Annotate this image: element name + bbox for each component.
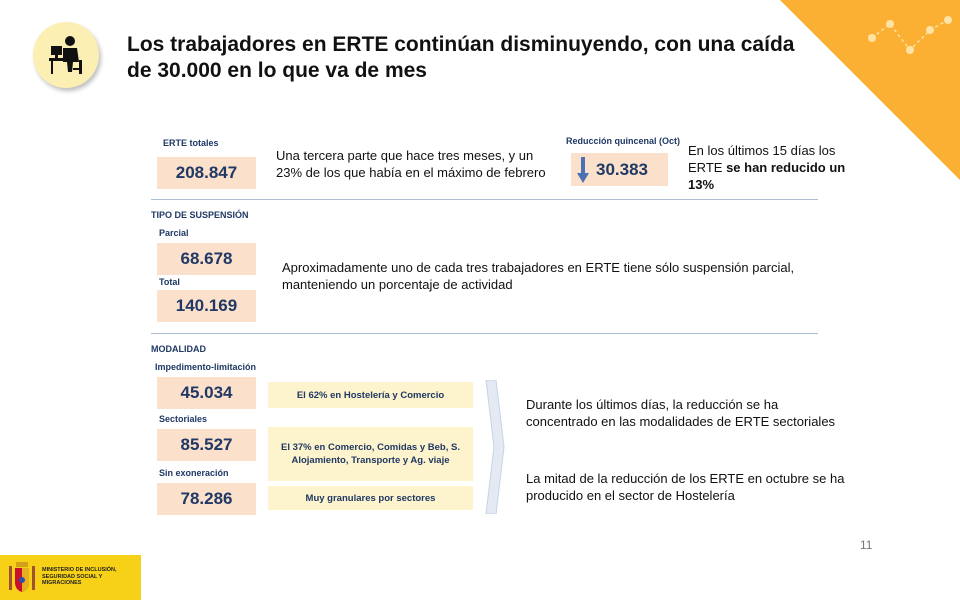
- section-divider: [151, 199, 818, 200]
- modalidad-label-1: Impedimento-limitación: [155, 362, 257, 372]
- modalidad-note-3: Muy granulares por sectores: [268, 486, 473, 510]
- modalidad-value-1: 45.034: [157, 377, 256, 409]
- parcial-label: Parcial: [159, 228, 189, 238]
- modalidad-label-3: Sin exoneración: [159, 468, 229, 478]
- parcial-value: 68.678: [157, 243, 256, 275]
- modalidad-label-2: Sectoriales: [159, 414, 208, 424]
- ministry-logo: MINISTERIO DE INCLUSIÓN, SEGURIDAD SOCIA…: [0, 555, 141, 600]
- reduccion-value-box: 30.383: [571, 153, 668, 186]
- decorative-corner-graphic: [780, 0, 960, 180]
- reduccion-description-plain: En los últimos 15 días los ERTE: [688, 143, 836, 175]
- tipo-suspension-heading: TIPO DE SUSPENSIÓN: [151, 210, 249, 220]
- header-icon-badge: [33, 22, 99, 88]
- coat-of-arms-icon: [9, 562, 35, 592]
- modalidad-description-1: Durante los últimos días, la reducción s…: [526, 397, 836, 429]
- total-value: 140.169: [157, 290, 256, 322]
- section-divider: [151, 333, 818, 334]
- reduccion-value: 30.383: [596, 159, 648, 179]
- tipo-suspension-description: Aproximadamente uno de cada tres trabaja…: [282, 260, 795, 292]
- modalidad-note-2: El 37% en Comercio, Comidas y Beb, S. Al…: [268, 427, 473, 481]
- erte-totales-label: ERTE totales: [163, 138, 219, 148]
- total-label: Total: [159, 277, 180, 287]
- erte-totales-value: 208.847: [157, 157, 256, 189]
- reduccion-description: En los últimos 15 días los ERTE se han r…: [688, 142, 858, 193]
- ministry-logo-text: MINISTERIO DE INCLUSIÓN, SEGURIDAD SOCIA…: [42, 567, 117, 586]
- modalidad-value-3: 78.286: [157, 483, 256, 515]
- modalidad-description-2: La mitad de la reducción de los ERTE en …: [526, 471, 845, 503]
- erte-totales-description: Una tercera parte que hace tres meses, y…: [276, 148, 546, 180]
- worker-at-desk-icon: [49, 36, 82, 74]
- reduccion-label: Reducción quincenal (Oct): [566, 136, 681, 146]
- page-title: Los trabajadores en ERTE continúan dismi…: [127, 33, 795, 82]
- modalidad-note-1: El 62% en Hostelería y Comercio: [268, 382, 473, 408]
- down-arrow-icon: [577, 157, 589, 183]
- chevron-right-icon: [485, 380, 505, 514]
- modalidad-value-2: 85.527: [157, 429, 256, 461]
- reduccion-description-bold: se han reducido un 13%: [688, 160, 846, 192]
- page-number: 11: [860, 538, 873, 552]
- modalidad-heading: MODALIDAD: [151, 344, 206, 354]
